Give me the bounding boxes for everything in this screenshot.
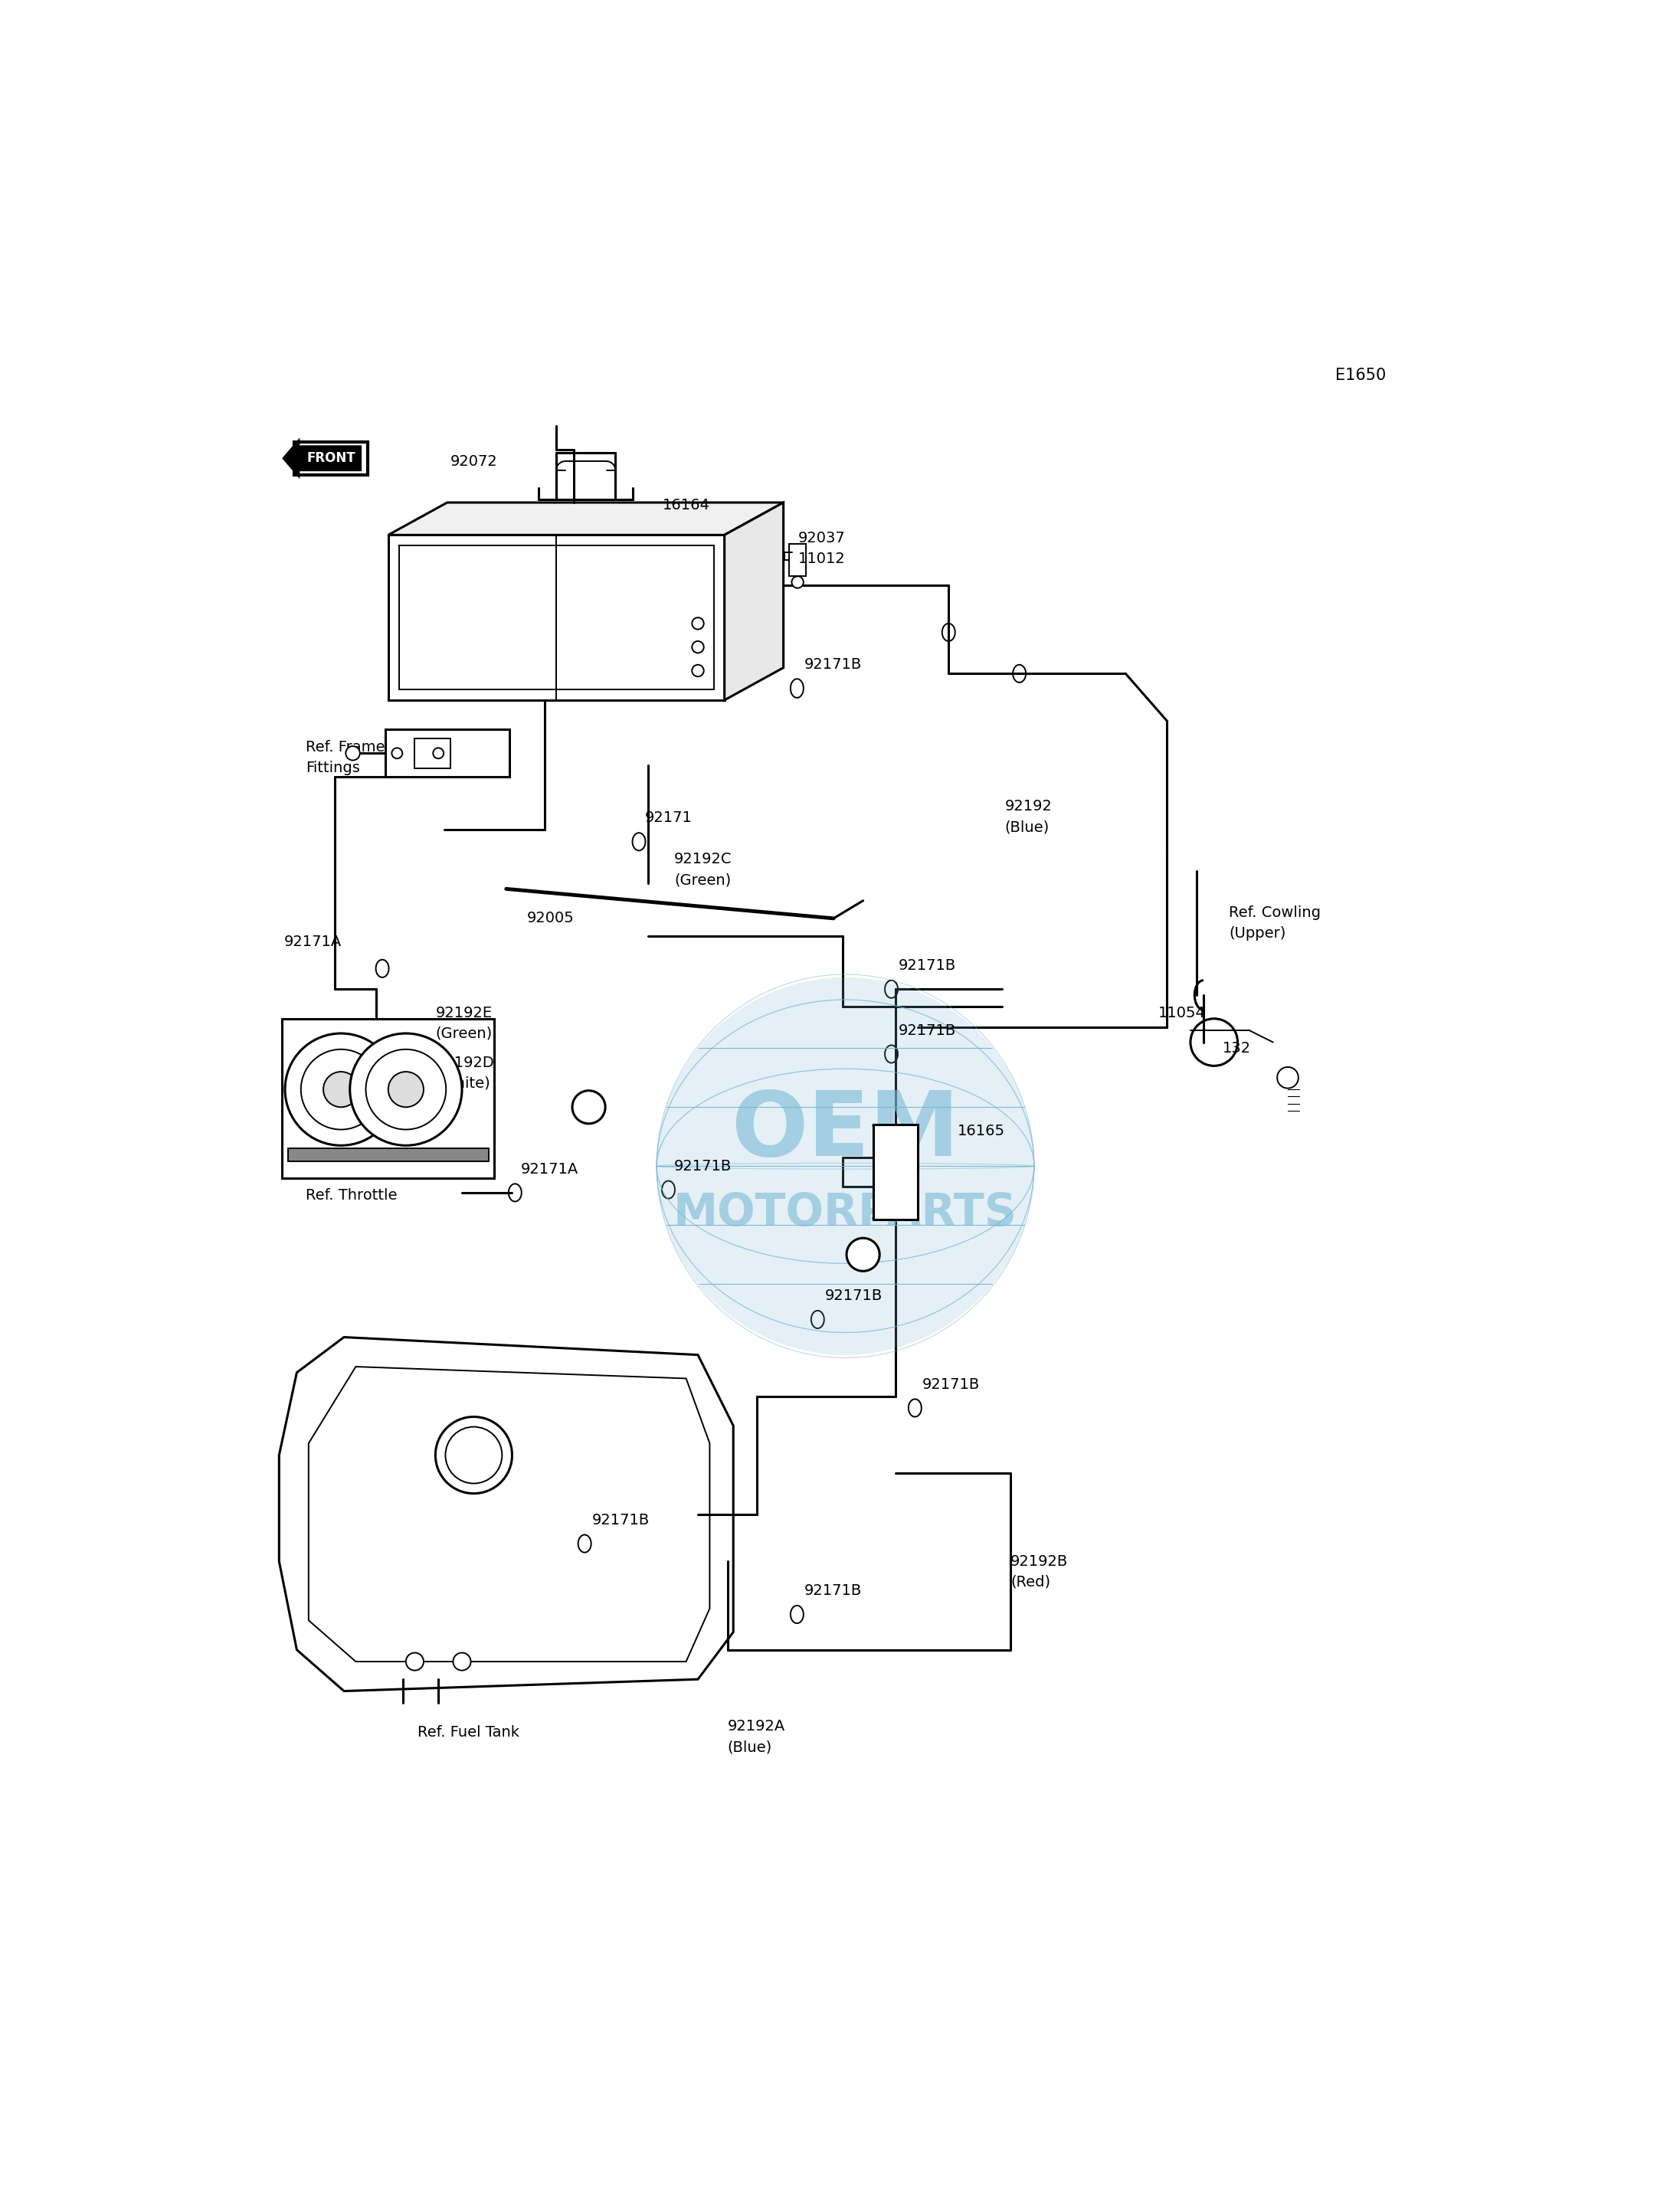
Circle shape xyxy=(391,747,403,758)
Text: (Blue): (Blue) xyxy=(727,1740,773,1755)
Text: 92171B: 92171B xyxy=(591,1514,650,1527)
Text: 92192C: 92192C xyxy=(674,852,732,866)
Text: Ref. Throttle: Ref. Throttle xyxy=(306,1189,396,1204)
Bar xyxy=(385,729,509,778)
Text: 92192B: 92192B xyxy=(1011,1553,1068,1569)
Bar xyxy=(790,545,806,576)
Text: Ref. Cowling: Ref. Cowling xyxy=(1228,905,1320,921)
Circle shape xyxy=(692,642,704,653)
Text: 16164: 16164 xyxy=(662,499,711,512)
Circle shape xyxy=(1277,1068,1299,1088)
Polygon shape xyxy=(309,1367,709,1661)
Circle shape xyxy=(301,1050,381,1129)
Circle shape xyxy=(692,666,704,677)
Text: (Green): (Green) xyxy=(435,1026,492,1041)
Circle shape xyxy=(847,1239,880,1272)
Text: 92192: 92192 xyxy=(1005,800,1052,813)
Text: 132: 132 xyxy=(1223,1041,1252,1055)
Text: 92037: 92037 xyxy=(798,532,845,545)
Text: 92171B: 92171B xyxy=(899,1024,956,1037)
Text: (Blue): (Blue) xyxy=(1005,819,1050,835)
Text: A: A xyxy=(585,1101,593,1114)
Text: OEM: OEM xyxy=(731,1088,959,1175)
Circle shape xyxy=(388,1072,423,1107)
Text: A: A xyxy=(858,1248,869,1261)
Circle shape xyxy=(573,1090,605,1123)
Polygon shape xyxy=(279,1338,732,1692)
Text: E1650: E1650 xyxy=(1336,369,1386,382)
Text: 92192D: 92192D xyxy=(435,1055,494,1070)
Circle shape xyxy=(407,1652,423,1670)
Text: (Red): (Red) xyxy=(1011,1575,1050,1588)
Text: (Upper): (Upper) xyxy=(1228,925,1285,940)
Text: 92171A: 92171A xyxy=(284,934,341,949)
Text: 92072: 92072 xyxy=(450,455,497,468)
Circle shape xyxy=(346,747,360,760)
Bar xyxy=(415,738,450,769)
Polygon shape xyxy=(724,503,783,701)
Circle shape xyxy=(657,978,1035,1356)
Text: (White): (White) xyxy=(435,1077,491,1090)
Text: FRONT: FRONT xyxy=(307,450,356,466)
Text: 92171A: 92171A xyxy=(521,1162,578,1175)
Circle shape xyxy=(433,747,444,758)
Text: 92171B: 92171B xyxy=(674,1158,732,1173)
Bar xyxy=(282,1019,494,1178)
Circle shape xyxy=(323,1072,360,1107)
Bar xyxy=(398,545,714,690)
Bar xyxy=(287,1149,489,1162)
Text: 16165: 16165 xyxy=(958,1123,1005,1138)
Circle shape xyxy=(366,1050,445,1129)
Text: Fittings: Fittings xyxy=(306,760,360,776)
Text: 92171B: 92171B xyxy=(922,1378,979,1391)
Text: 92171: 92171 xyxy=(645,811,692,826)
Text: 92171B: 92171B xyxy=(805,1584,862,1597)
Circle shape xyxy=(692,617,704,628)
Circle shape xyxy=(791,576,803,589)
Text: 11012: 11012 xyxy=(798,551,845,567)
Bar xyxy=(874,1125,917,1219)
Text: (Green): (Green) xyxy=(674,872,731,888)
Circle shape xyxy=(349,1033,462,1145)
Text: 92005: 92005 xyxy=(528,912,575,925)
Circle shape xyxy=(435,1417,512,1494)
Polygon shape xyxy=(294,442,368,475)
Text: Ref. Frame: Ref. Frame xyxy=(306,740,385,754)
Bar xyxy=(388,536,724,701)
Circle shape xyxy=(454,1652,470,1670)
Text: 92171B: 92171B xyxy=(825,1290,882,1303)
Text: 92192E: 92192E xyxy=(435,1006,492,1019)
Polygon shape xyxy=(388,503,783,536)
Circle shape xyxy=(445,1426,502,1483)
Text: MOTORPARTS: MOTORPARTS xyxy=(674,1191,1018,1235)
Text: 11054: 11054 xyxy=(1158,1006,1206,1019)
Circle shape xyxy=(286,1033,396,1145)
Text: Ref. Fuel Tank: Ref. Fuel Tank xyxy=(418,1725,519,1740)
Text: 92171B: 92171B xyxy=(805,657,862,672)
Text: 92192A: 92192A xyxy=(727,1720,785,1733)
Polygon shape xyxy=(282,437,361,479)
Text: 92171B: 92171B xyxy=(899,958,956,973)
